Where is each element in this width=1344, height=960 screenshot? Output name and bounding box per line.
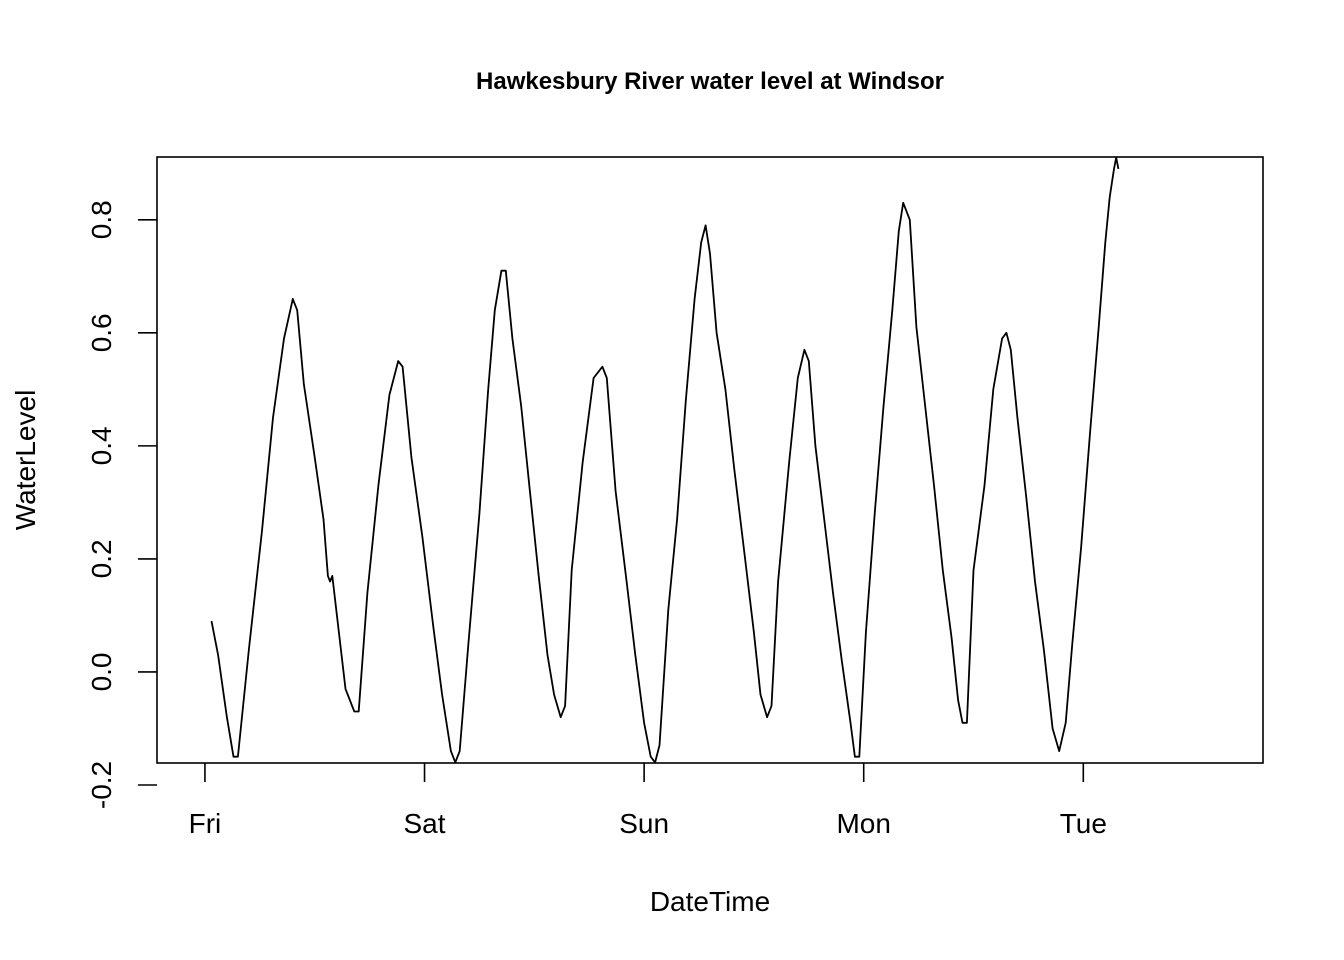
x-tick-label: Sat: [404, 808, 446, 839]
y-tick-label: 0.8: [86, 200, 117, 239]
series-line-waterlevel: [210, 156, 1120, 764]
series-layer: [210, 156, 1120, 764]
y-tick-label: 0.0: [86, 652, 117, 691]
y-tick-label: 0.4: [86, 426, 117, 465]
y-axis: -0.2 0.0 0.2 0.4 0.6 0.8: [86, 200, 157, 809]
plot-frame: [156, 156, 1264, 764]
x-tick-label: Mon: [836, 808, 890, 839]
x-axis-label: DateTime: [650, 886, 770, 917]
x-tick-label: Fri: [189, 808, 222, 839]
x-tick-label: Sun: [619, 808, 669, 839]
y-tick-label: 0.2: [86, 539, 117, 578]
y-tick-label: -0.2: [86, 761, 117, 809]
y-axis-label: WaterLevel: [10, 390, 41, 531]
x-tick-label: Tue: [1060, 808, 1107, 839]
x-axis: Fri Sat Sun Mon Tue: [189, 763, 1107, 839]
chart-title: Hawkesbury River water level at Windsor: [476, 68, 944, 95]
y-tick-label: 0.6: [86, 313, 117, 352]
